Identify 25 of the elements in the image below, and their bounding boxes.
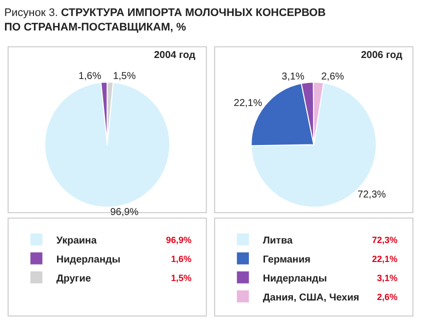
data-label: 22,1% [234,98,262,109]
data-label: 1,6% [78,71,102,82]
data-label: 72,3% [358,189,386,200]
text: 3,1% [377,273,398,283]
chart-title: 2006 год [361,50,404,61]
data-label: 3,1% [282,71,305,82]
chart-title: Рисунок 3. СТРУКТУРА ИМПОРТА МОЛОЧНЫХ КОНСЕРВОВ ПО СТРАНАМ-ПОСТАВЩИКАМ, % [4,7,326,34]
legend-label: Германия [262,254,311,266]
text: 1,5% [171,273,192,283]
text: 72,3% [372,235,398,245]
legend-label: Нидерланды [56,254,120,266]
data-label: 2,6% [321,71,344,82]
pie-slice [44,82,170,208]
chart-subtitle: 2004 год [154,50,196,61]
text: 22,1% [372,254,398,264]
text: 1,6% [171,254,192,264]
legend-label: Литва [262,235,293,246]
text: 2,6% [377,292,398,302]
legend-label: Другие [56,273,92,284]
legend-label: Нидерланды [262,273,327,284]
data-label: 96,9% [110,207,139,218]
legend-label: Дания, США, Чехия [262,292,360,304]
data-label: 1,5% [112,71,136,82]
text: 96,9% [166,235,192,245]
legend-label: Украина [56,235,98,246]
